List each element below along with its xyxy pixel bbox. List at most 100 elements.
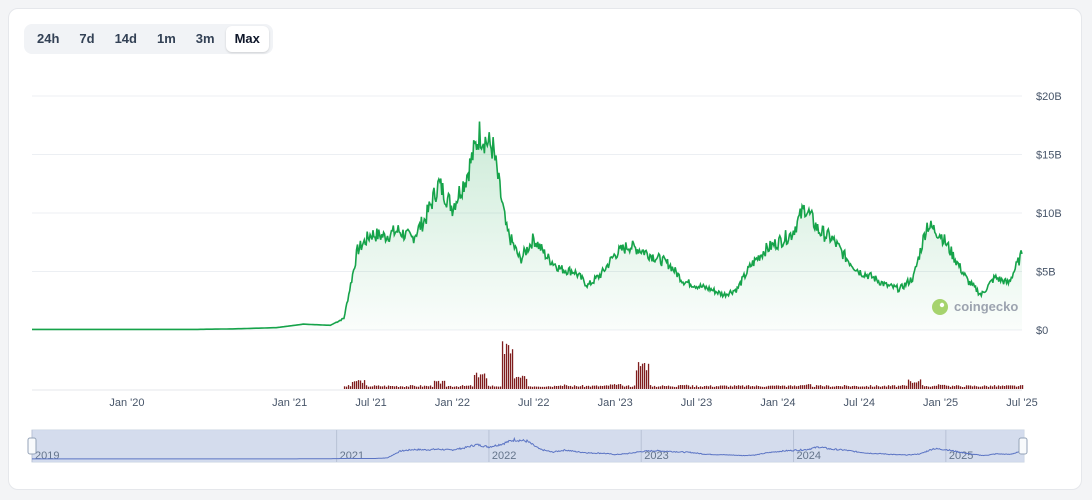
volume-bar <box>427 386 430 389</box>
volume-bar <box>351 382 354 389</box>
x-tick-label: Jan '21 <box>272 397 307 409</box>
volume-bar <box>873 386 876 389</box>
volume-bar <box>407 386 410 389</box>
volume-bar <box>563 384 566 389</box>
navigator-selection[interactable] <box>32 430 1024 462</box>
volume-bar <box>555 386 558 389</box>
gecko-eye-icon <box>939 302 945 308</box>
volume-bar <box>359 380 362 389</box>
volume-bar <box>519 377 522 389</box>
range-tab-7d[interactable]: 7d <box>79 31 95 46</box>
volume-bars <box>343 341 1024 389</box>
x-tick-label: Jul '25 <box>1006 397 1037 409</box>
volume-bar <box>485 378 488 389</box>
volume-bar <box>987 386 990 389</box>
volume-bar <box>645 370 648 389</box>
volume-bar <box>371 386 374 389</box>
volume-bar <box>1009 385 1012 389</box>
volume-bar <box>509 353 512 389</box>
volume-bar <box>787 385 790 389</box>
volume-bar <box>755 385 758 389</box>
volume-bar <box>967 385 970 389</box>
volume-bar <box>823 386 826 389</box>
volume-bar <box>397 387 400 389</box>
volume-bar <box>697 387 700 389</box>
volume-bar <box>559 385 562 389</box>
volume-bar <box>537 386 540 389</box>
volume-bar <box>523 376 526 389</box>
volume-bar <box>491 385 494 389</box>
volume-bar <box>921 385 924 389</box>
volume-bar <box>957 385 960 389</box>
volume-bar <box>769 385 772 389</box>
volume-bar <box>941 384 944 389</box>
volume-bar <box>649 385 652 389</box>
volume-bar <box>775 385 778 389</box>
range-tab-3m[interactable]: 3m <box>195 31 215 46</box>
volume-bar <box>607 385 610 389</box>
volume-bar <box>723 385 726 389</box>
range-tab-14d[interactable]: 14d <box>114 31 137 46</box>
volume-bar <box>737 385 740 389</box>
volume-bar <box>979 386 982 389</box>
volume-bar <box>1011 385 1014 389</box>
volume-bar <box>565 385 568 389</box>
volume-bar <box>661 385 664 389</box>
volume-bar <box>601 386 604 389</box>
volume-bar <box>653 385 656 389</box>
volume-bar <box>1019 385 1022 389</box>
volume-bar <box>727 386 730 389</box>
volume-bar <box>605 385 608 389</box>
navigator-right-handle[interactable] <box>1018 437 1028 455</box>
volume-bar <box>591 385 594 389</box>
range-tab-24h[interactable]: 24h <box>37 31 60 46</box>
volume-bar <box>811 386 814 389</box>
range-navigator[interactable]: 2019 2021 2022 2023 2024 2025 <box>27 429 1028 463</box>
volume-bar <box>907 379 910 389</box>
range-tab-1m[interactable]: 1m <box>156 31 176 46</box>
volume-bar <box>885 386 888 389</box>
volume-bar <box>507 345 510 389</box>
volume-bar <box>373 385 376 389</box>
volume-bar <box>467 385 470 389</box>
volume-bar <box>735 385 738 389</box>
volume-bar <box>457 386 460 389</box>
volume-bar <box>937 384 940 389</box>
volume-bar <box>581 385 584 389</box>
volume-bar <box>747 385 750 389</box>
volume-bar <box>879 386 882 389</box>
volume-bar <box>949 386 952 389</box>
volume-bar <box>911 382 914 389</box>
volume-bar <box>541 386 544 389</box>
volume-bar <box>639 366 642 389</box>
volume-bar <box>631 386 634 389</box>
volume-bar <box>597 386 600 389</box>
range-tab-max[interactable]: Max <box>225 26 269 52</box>
volume-bar <box>571 386 574 389</box>
volume-bar <box>801 385 804 389</box>
volume-bar <box>545 386 548 389</box>
volume-bar <box>505 343 508 389</box>
volume-bar <box>423 385 426 389</box>
x-tick-label: Jan '23 <box>598 397 633 409</box>
volume-bar <box>447 386 450 389</box>
volume-bar <box>717 386 720 389</box>
volume-bar <box>875 385 878 389</box>
volume-bar <box>977 386 980 389</box>
x-tick-label: Jan '24 <box>760 397 795 409</box>
navigator-left-handle[interactable] <box>27 437 37 455</box>
gecko-logo-icon <box>932 299 948 315</box>
volume-bar <box>623 386 626 389</box>
x-tick-label: Jan '25 <box>923 397 958 409</box>
volume-bar <box>793 385 796 389</box>
x-tick-label: Jul '22 <box>518 397 549 409</box>
volume-bar <box>375 385 378 389</box>
volume-bar <box>585 385 588 389</box>
volume-bar <box>729 385 732 389</box>
volume-bar <box>681 385 684 389</box>
volume-bar <box>421 386 424 389</box>
coingecko-watermark: coingecko <box>932 299 1018 315</box>
x-tick-label: Jul '23 <box>681 397 712 409</box>
volume-bar <box>973 385 976 389</box>
volume-bar <box>805 384 808 389</box>
